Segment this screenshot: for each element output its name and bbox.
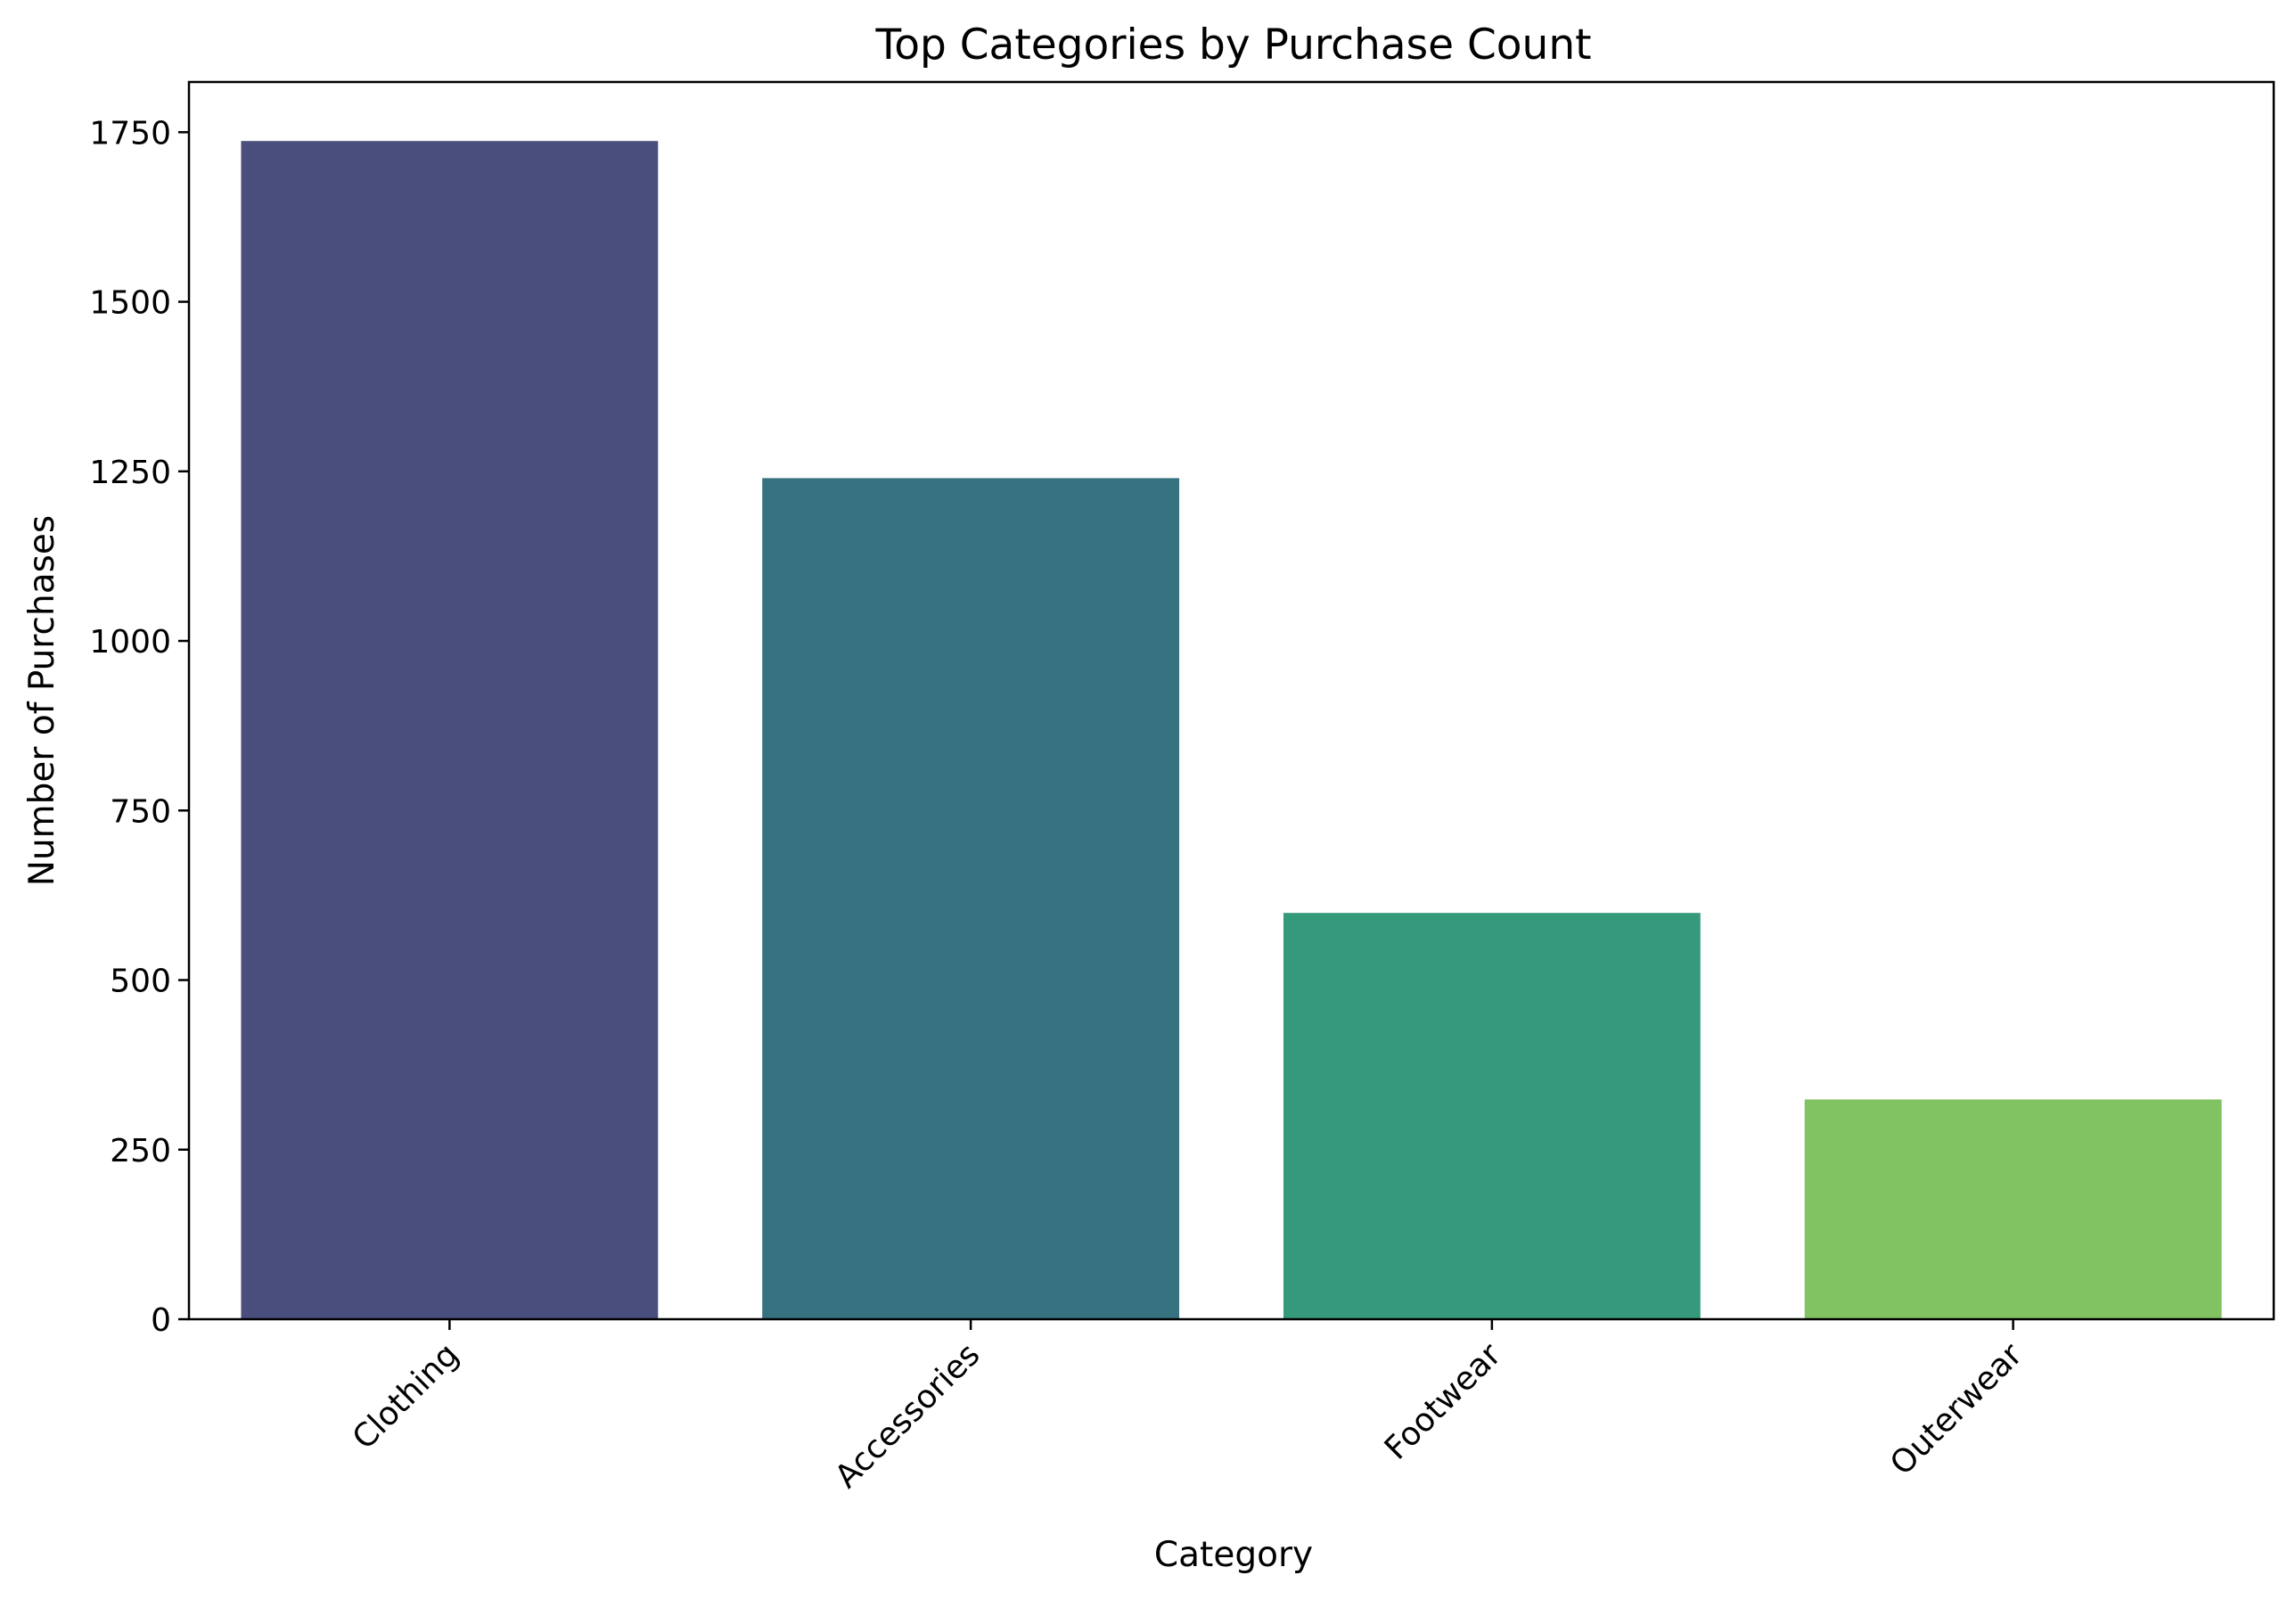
bar-clothing	[241, 141, 659, 1319]
x-tick-label: Outerwear	[1883, 1336, 2030, 1482]
chart-title: Top Categories by Purchase Count	[874, 21, 1591, 70]
x-axis-label: Category	[1154, 1535, 1313, 1575]
bar-outerwear	[1804, 1099, 2222, 1319]
y-axis-label: Number of Purchases	[22, 515, 62, 886]
x-tick-label: Accessories	[828, 1336, 987, 1495]
y-tick-label: 1250	[89, 455, 171, 491]
y-tick-label: 1500	[89, 285, 171, 322]
y-tick-label: 250	[110, 1133, 171, 1169]
x-tick-label: Clothing	[346, 1336, 466, 1456]
y-tick-label: 1000	[89, 624, 171, 661]
x-tick-label: Footwear	[1378, 1336, 1509, 1467]
y-tick-label: 0	[151, 1302, 171, 1339]
bars-group	[241, 141, 2222, 1319]
y-tick-label: 1750	[89, 115, 171, 152]
bar-accessories	[762, 478, 1180, 1319]
bar-footwear	[1283, 913, 1701, 1319]
y-tick-label: 750	[110, 793, 171, 830]
plot-frame	[187, 80, 2276, 1321]
y-tick-label: 500	[110, 964, 171, 1000]
y-axis: 0 250 500 750 1000 1250 1500 1750	[89, 115, 189, 1339]
x-axis: Clothing Accessories Footwear Outerwear	[346, 1319, 2030, 1496]
